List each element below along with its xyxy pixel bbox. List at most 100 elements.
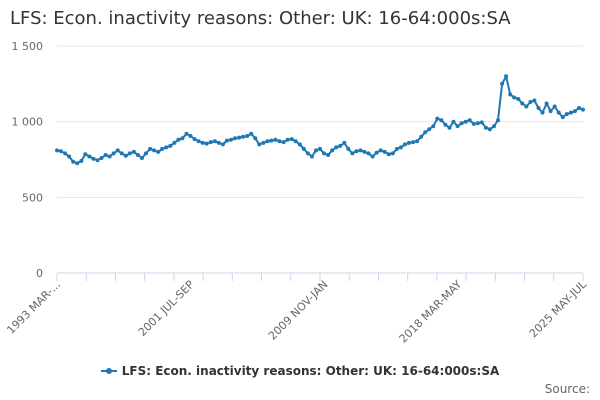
data-point xyxy=(504,74,509,79)
data-point xyxy=(249,131,254,136)
data-point xyxy=(107,154,112,159)
x-tick-label: 2025 MAY-JUL xyxy=(527,277,590,340)
data-point xyxy=(362,149,367,154)
data-point xyxy=(144,151,148,156)
data-point xyxy=(140,156,144,160)
y-tick-label: 1 500 xyxy=(12,40,44,53)
source-label: Source: xyxy=(544,382,590,396)
data-point xyxy=(200,140,205,145)
data-point xyxy=(419,134,424,139)
data-point xyxy=(59,149,63,154)
data-point xyxy=(168,143,173,148)
chart-title: LFS: Econ. inactivity reasons: Other: UK… xyxy=(10,8,511,29)
data-point xyxy=(212,139,217,144)
series-layer xyxy=(55,74,585,166)
data-point xyxy=(261,140,266,145)
data-point xyxy=(135,153,140,157)
data-point xyxy=(115,148,120,153)
data-point xyxy=(564,112,569,117)
data-point xyxy=(528,100,533,104)
data-point xyxy=(370,154,375,159)
data-point xyxy=(568,110,573,115)
data-point xyxy=(79,159,84,163)
data-point xyxy=(156,149,161,154)
data-point xyxy=(492,124,496,129)
data-point xyxy=(123,153,128,158)
data-point xyxy=(127,151,132,156)
data-point xyxy=(435,116,440,121)
data-point xyxy=(520,101,525,106)
data-point xyxy=(540,110,545,115)
data-point xyxy=(55,148,59,153)
data-point xyxy=(443,122,448,127)
data-point xyxy=(572,109,577,114)
data-point xyxy=(71,159,76,164)
data-point xyxy=(95,158,100,163)
data-point xyxy=(338,143,343,148)
data-point xyxy=(305,151,310,156)
data-point xyxy=(83,152,88,157)
data-point xyxy=(536,106,541,110)
data-point xyxy=(415,139,420,144)
data-point xyxy=(447,125,452,130)
y-tick-label: 1 000 xyxy=(12,116,44,129)
data-point xyxy=(358,148,363,153)
data-point xyxy=(269,138,274,143)
data-point xyxy=(479,120,484,125)
data-point xyxy=(293,139,298,144)
data-point xyxy=(233,136,237,141)
legend[interactable]: LFS: Econ. inactivity reasons: Other: UK… xyxy=(0,364,600,378)
data-point xyxy=(204,141,209,146)
data-point xyxy=(374,150,379,155)
data-point xyxy=(67,154,72,159)
data-point xyxy=(75,161,80,166)
x-tick-label: 2009 NOV-JAN xyxy=(266,278,331,343)
data-point xyxy=(552,104,557,109)
data-point xyxy=(119,151,124,156)
data-point xyxy=(475,121,480,126)
data-point xyxy=(346,146,351,151)
data-point xyxy=(483,125,488,130)
data-point xyxy=(152,148,157,153)
data-point xyxy=(508,92,513,97)
data-point xyxy=(253,136,258,141)
data-point xyxy=(245,134,250,138)
data-point xyxy=(160,146,165,151)
data-point xyxy=(301,146,306,151)
data-point xyxy=(451,119,456,124)
data-point xyxy=(131,149,136,154)
x-tick-label: 2018 MAR-MAY xyxy=(397,278,465,346)
data-point xyxy=(382,149,387,154)
data-point xyxy=(289,137,294,142)
data-point xyxy=(548,109,553,114)
data-point xyxy=(487,127,492,132)
data-point xyxy=(103,153,108,157)
data-point xyxy=(281,140,286,145)
data-point xyxy=(516,97,521,101)
data-point xyxy=(297,142,302,147)
data-point xyxy=(87,154,92,159)
data-point xyxy=(330,148,335,153)
data-point xyxy=(318,146,322,151)
data-point xyxy=(99,156,104,160)
data-point xyxy=(427,127,432,132)
data-point xyxy=(309,154,314,159)
data-point xyxy=(164,145,169,150)
data-point xyxy=(63,151,68,156)
data-point xyxy=(423,130,428,135)
data-point xyxy=(265,139,270,144)
data-point xyxy=(176,137,181,142)
data-point xyxy=(390,151,395,156)
legend-line-marker-icon xyxy=(100,367,117,374)
y-tick-label: 0 xyxy=(36,267,43,280)
data-point xyxy=(455,124,460,129)
data-point xyxy=(314,148,318,153)
data-point xyxy=(354,149,359,154)
data-point xyxy=(463,119,468,124)
data-point xyxy=(220,142,225,147)
data-point xyxy=(366,151,371,156)
data-point xyxy=(459,121,464,126)
data-point xyxy=(208,140,213,145)
data-point xyxy=(285,137,290,142)
